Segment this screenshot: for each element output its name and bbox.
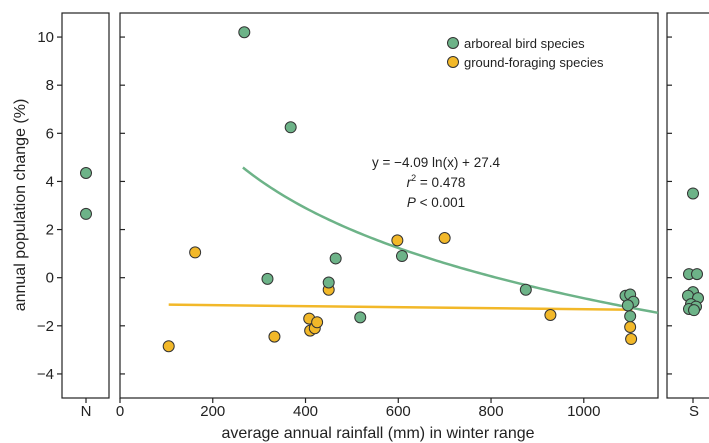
arboreal-point <box>322 276 335 289</box>
r-squared-line: r2 = 0.478 <box>407 173 466 190</box>
y-tick-label: 2 <box>46 222 54 239</box>
p-value: < 0.001 <box>416 195 465 210</box>
arboreal-point <box>624 310 637 323</box>
ground-point <box>189 246 202 259</box>
arboreal-point <box>329 252 342 265</box>
legend: arboreal bird species ground-foraging sp… <box>447 36 604 70</box>
y-tick-label: 6 <box>46 125 54 142</box>
ground-point <box>268 330 281 343</box>
x-tick-label: 400 <box>293 403 318 420</box>
y-tick-label: 10 <box>37 29 54 46</box>
ground-point <box>311 316 324 329</box>
arboreal-point-s <box>688 304 700 317</box>
left-side-panel <box>61 12 110 399</box>
side-label-s: S <box>689 403 699 420</box>
arboreal-point <box>395 250 408 263</box>
x-tick-label: 600 <box>386 403 411 420</box>
right-side-panel <box>666 12 709 399</box>
arboreal-point-s <box>691 268 703 281</box>
y-tick-label: −2 <box>37 318 54 335</box>
legend-marker-ground <box>447 56 459 68</box>
equation-line: y = −4.09 ln(x) + 27.4 <box>372 155 500 170</box>
r-squared-value: = 0.478 <box>416 175 465 190</box>
x-tick-label: 0 <box>116 403 124 420</box>
arboreal-point <box>519 283 532 296</box>
regression-annotation: y = −4.09 ln(x) + 27.4 r2 = 0.478 P < 0.… <box>372 155 500 210</box>
ground-point <box>625 333 638 346</box>
arboreal-point-n <box>80 207 92 220</box>
arboreal-point <box>261 272 274 285</box>
r-superscript: 2 <box>411 173 416 183</box>
fit-lines <box>168 166 659 315</box>
legend-label-arboreal: arboreal bird species <box>464 36 585 51</box>
ground-fit-line <box>168 303 633 311</box>
arboreal-point <box>284 121 297 134</box>
r-symbol: r <box>407 175 412 190</box>
y-tick-label: 8 <box>46 77 54 94</box>
x-axis-ticks: 0 200 400 600 800 1000 <box>85 398 694 420</box>
y-tick-label: −4 <box>37 366 54 383</box>
arboreal-point-s <box>687 187 699 200</box>
arboreal-point-n <box>80 167 92 180</box>
x-tick-label: 1000 <box>567 403 600 420</box>
p-symbol: P <box>407 195 416 210</box>
p-value-line: P < 0.001 <box>407 195 465 210</box>
x-axis-title: average annual rainfall (mm) in winter r… <box>221 425 534 442</box>
arboreal-point <box>238 26 251 39</box>
arboreal-fit-curve <box>242 166 659 315</box>
ground-point <box>438 231 451 244</box>
ground-point <box>624 321 637 334</box>
y-tick-label: 4 <box>46 173 54 190</box>
ground-point <box>162 340 175 353</box>
ground-point <box>544 308 557 321</box>
x-tick-label: 200 <box>200 403 225 420</box>
y-axis-ticks: −4 −2 0 2 4 6 8 10 <box>37 29 672 383</box>
legend-marker-arboreal <box>447 37 459 49</box>
data-points <box>80 26 704 353</box>
arboreal-point <box>621 299 634 312</box>
legend-label-ground: ground-foraging species <box>464 55 604 70</box>
arboreal-point <box>354 311 367 324</box>
side-label-n: N <box>81 403 92 420</box>
ground-point <box>391 234 404 247</box>
y-axis-title: annual population change (%) <box>12 99 29 312</box>
main-plot-panel <box>119 12 659 399</box>
y-tick-label: 0 <box>46 270 54 287</box>
x-tick-label: 800 <box>479 403 504 420</box>
